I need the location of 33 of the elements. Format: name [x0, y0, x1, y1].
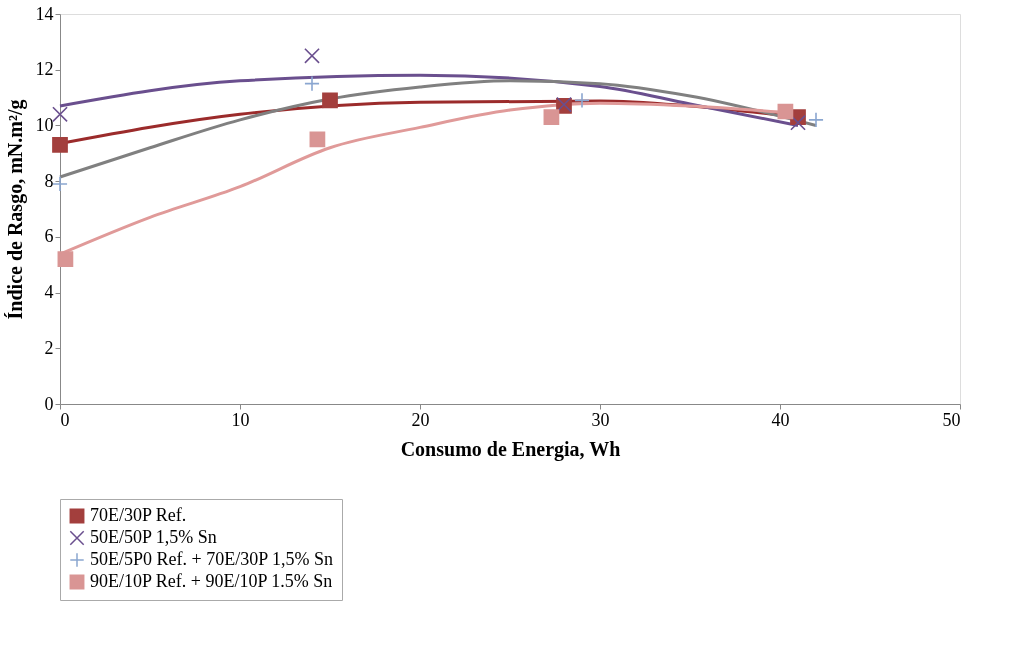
point	[543, 109, 560, 125]
x-tick-label: 40	[771, 409, 790, 430]
y-tick-label: 14	[35, 3, 54, 24]
point	[790, 114, 806, 131]
y-tick-label: 6	[44, 226, 54, 247]
point	[52, 137, 68, 153]
legend-label: 70E/30P Ref.	[90, 505, 187, 525]
point	[304, 75, 320, 92]
point	[52, 176, 68, 192]
x-tick-label: 10	[231, 409, 250, 430]
point	[309, 131, 326, 148]
y-tick-label: 8	[44, 170, 54, 191]
point	[777, 103, 794, 120]
x-tick-label: 50	[942, 409, 961, 430]
point	[52, 106, 68, 123]
point	[808, 111, 824, 128]
legend-label: 50E/50P 1,5% Sn	[90, 527, 217, 547]
y-tick-label: 10	[35, 114, 54, 135]
y-tick-label: 4	[44, 282, 54, 303]
x-tick-label: 0	[60, 409, 70, 430]
y-tick-label: 2	[44, 337, 54, 358]
y-axis-title: Índice de Rasgo, mN.m²/g	[3, 99, 27, 320]
y-tick-label: 0	[44, 393, 54, 414]
point	[574, 92, 590, 109]
y-tick-label: 12	[35, 59, 54, 80]
legend-label: 50E/5P0 Ref. + 70E/30P 1,5% Sn	[90, 549, 333, 569]
point	[304, 47, 320, 64]
x-tick-label: 20	[411, 409, 430, 430]
point	[57, 251, 74, 268]
point	[322, 92, 338, 109]
x-axis-title: Consumo de Energia, Wh	[400, 437, 621, 461]
legend-label: 90E/10P Ref. + 90E/10P 1.5% Sn	[90, 571, 333, 591]
x-tick-label: 30	[591, 409, 610, 430]
